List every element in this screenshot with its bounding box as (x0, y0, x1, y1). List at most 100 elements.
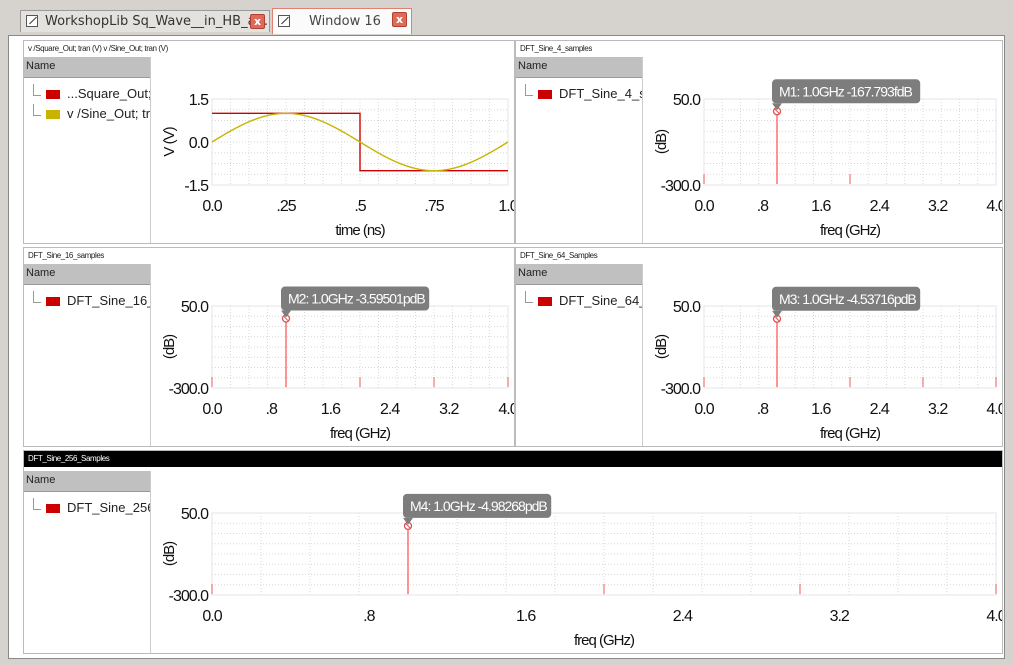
grid (703, 98, 997, 186)
panel-title: DFT_Sine_64_Samples (516, 248, 1002, 264)
legend-header[interactable]: Name (24, 471, 150, 492)
panel-dft-256[interactable]: DFT_Sine_256_Samples Name DFT_Sine_256_S… (23, 450, 1003, 654)
x-tick-label: 0.0 (202, 608, 222, 625)
y-tick-label: -300.0 (661, 178, 701, 195)
plot-area[interactable]: 50.0 -300.0 0.0 .8 1.6 2.4 3.2 4.0 freq (GHz) (dB… (154, 266, 514, 446)
tree-line (33, 84, 41, 96)
x-tick-label: .8 (757, 198, 769, 215)
trace-color-swatch (46, 90, 60, 99)
trace-color-swatch (538, 90, 552, 99)
x-tick-label: 1.6 (321, 401, 341, 418)
y-tick-label: 50.0 (673, 299, 701, 316)
x-tick-label: 3.2 (928, 401, 948, 418)
marker-label-pointer (772, 310, 782, 318)
legend-pane: Name DFT_Sine_16_samples (24, 264, 151, 446)
y-tick-label: -300.0 (661, 381, 701, 398)
x-axis-label: freq (GHz) (574, 632, 635, 649)
plot-workspace: v /Square_Out; tran (V) v /Sine_Out; tra… (8, 35, 1005, 659)
tree-line (33, 498, 41, 510)
panel-dft-64[interactable]: DFT_Sine_64_Samples Name DFT_Sine_64_Sam… (515, 247, 1003, 447)
x-tick-label: 3.2 (830, 608, 850, 625)
grid (211, 305, 509, 389)
x-tick-label: .8 (757, 401, 769, 418)
legend-pane: Name DFT_Sine_256_Samples (24, 471, 151, 653)
tree-line (33, 104, 41, 116)
x-tick-label: 0.0 (202, 198, 222, 215)
x-tick-label: 0.0 (202, 401, 222, 418)
legend-header[interactable]: Name (24, 264, 150, 285)
y-axis-label: (dB) (653, 334, 670, 359)
panel-title: DFT_Sine_256_Samples (24, 451, 1002, 467)
plot-area[interactable]: 50.0 -300.0 0.0 .8 1.6 2.4 3.2 4.0 freq (GHz) (dB… (646, 266, 1002, 446)
x-tick-label: 1.6 (811, 198, 831, 215)
y-tick-label: 1.5 (189, 92, 209, 109)
legend-pane: Name DFT_Sine_4_samples (516, 57, 643, 243)
plot-area[interactable]: 50.0 -300.0 0.0 .8 1.6 2.4 3.2 4.0 freq (GHz) (dB… (646, 59, 1002, 243)
y-tick-label: 0.0 (189, 135, 209, 152)
x-tick-label: 2.4 (870, 401, 890, 418)
panel-dft-16[interactable]: DFT_Sine_16_samples Name DFT_Sine_16_sam… (23, 247, 515, 447)
trace-color-swatch (46, 504, 60, 513)
marker-label-box (772, 79, 921, 104)
marker-label: M1: 1.0GHz -167.793fdB (772, 79, 921, 111)
panel-dft-4[interactable]: DFT_Sine_4_samples Name DFT_Sine_4_sampl… (515, 40, 1003, 244)
marker-point-cross (774, 108, 780, 115)
x-axis-label: time (ns) (335, 222, 385, 239)
plot-frame (211, 512, 997, 596)
plot-window-icon (278, 15, 290, 27)
panel-title: DFT_Sine_16_samples (24, 248, 514, 264)
legend-item[interactable]: DFT_Sine_16_samples (24, 291, 150, 311)
plot-window-icon (26, 15, 38, 27)
y-axis-label: (dB) (161, 541, 178, 566)
x-tick-label: .75 (424, 198, 444, 215)
tab-bar: WorkshopLib Sq_Wave__in_HB_a... x Window… (0, 0, 1013, 36)
close-icon[interactable]: x (250, 14, 265, 29)
legend-header[interactable]: Name (516, 264, 642, 285)
trace-color-swatch (46, 110, 60, 119)
x-tick-label: 2.4 (870, 198, 890, 215)
y-axis-label: (dB) (161, 334, 178, 359)
tree-line (525, 84, 533, 96)
plot-area[interactable]: 50.0 -300.0 0.0 .8 1.6 2.4 3.2 4.0 freq (GHz) (dB… (154, 473, 1002, 653)
legend-label: DFT_Sine_64_Samples (559, 293, 642, 308)
marker-label-text: M2: 1.0GHz -3.59501pdB (288, 291, 425, 307)
y-tick-label: -300.0 (169, 588, 209, 605)
x-axis-label: freq (GHz) (820, 425, 881, 442)
grid (703, 305, 997, 389)
tree-line (33, 291, 41, 303)
marker-label-text: M3: 1.0GHz -4.53716pdB (779, 291, 916, 307)
tab-label: WorkshopLib Sq_Wave__in_HB_a... (45, 14, 268, 29)
y-tick-label: 50.0 (181, 506, 209, 523)
x-tick-label: 4.0 (986, 401, 1002, 418)
legend-item[interactable]: v /Sine_Out; tran (V) (24, 104, 150, 124)
marker-point-cross (774, 315, 780, 322)
legend-label: v /Sine_Out; tran (V) (67, 106, 150, 121)
y-tick-label: 50.0 (673, 92, 701, 109)
legend-header[interactable]: Name (24, 57, 150, 78)
panel-title: v /Square_Out; tran (V) v /Sine_Out; tra… (24, 41, 514, 57)
x-tick-label: 1.6 (516, 608, 536, 625)
plot-area[interactable]: 1.5 0.0 -1.5 0.0 .25 .5 .75 1.0 time (ns) V (V) (154, 59, 514, 243)
x-axis-label: freq (GHz) (330, 425, 391, 442)
x-tick-label: 3.2 (928, 198, 948, 215)
y-axis-label: V (V) (161, 126, 178, 156)
legend-item[interactable]: DFT_Sine_64_Samples (516, 291, 642, 311)
x-tick-label: 2.4 (380, 401, 400, 418)
y-tick-label: -300.0 (169, 381, 209, 398)
legend-header[interactable]: Name (516, 57, 642, 78)
panel-transient[interactable]: v /Square_Out; tran (V) v /Sine_Out; tra… (23, 40, 515, 244)
y-axis-label: (dB) (653, 129, 670, 154)
x-tick-label: 4.0 (986, 608, 1002, 625)
marker-label-box (281, 286, 430, 311)
legend-label: DFT_Sine_16_samples (67, 293, 150, 308)
legend-item[interactable]: ...Square_Out; (24, 84, 150, 104)
legend-item[interactable]: DFT_Sine_256_Samples (24, 498, 150, 518)
legend-item[interactable]: DFT_Sine_4_samples (516, 84, 642, 104)
marker-label-pointer (281, 310, 291, 318)
tab-workshoplib[interactable]: WorkshopLib Sq_Wave__in_HB_a... x (20, 10, 270, 32)
x-tick-label: .8 (266, 401, 278, 418)
tab-window-16[interactable]: Window 16 x (272, 8, 412, 34)
close-icon[interactable]: x (392, 12, 407, 27)
legend-pane: Name DFT_Sine_64_Samples (516, 264, 643, 446)
marker-label-text: M4: 1.0GHz -4.98268pdB (410, 498, 547, 514)
